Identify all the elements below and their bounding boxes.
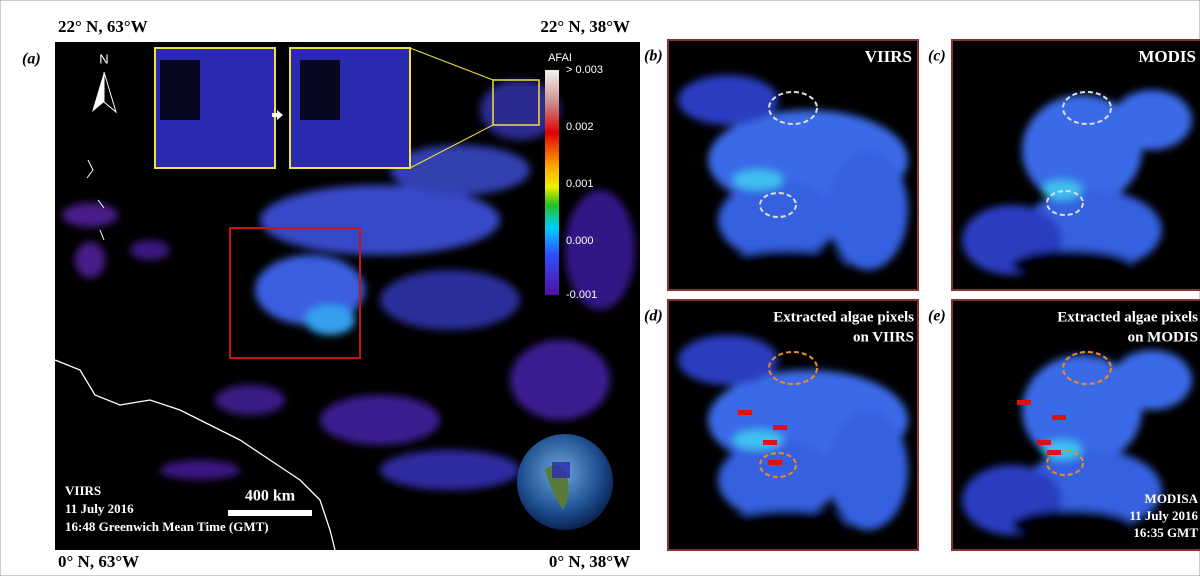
caption-line: 16:35 GMT xyxy=(1133,525,1198,540)
corner-label: 0° N, 38°W xyxy=(549,552,630,571)
algae-area xyxy=(1112,90,1192,150)
algae-area xyxy=(678,335,778,385)
algae-pixel xyxy=(1052,415,1066,420)
colorbar-label: 0.002 xyxy=(566,121,594,133)
cloud xyxy=(1012,250,1132,280)
algae-area xyxy=(718,440,838,520)
cloud xyxy=(728,250,848,280)
panel-label: (a) xyxy=(22,51,41,68)
colorbar-title: AFAI xyxy=(548,52,572,64)
panel-title: on VIIRS xyxy=(853,329,914,345)
caption-line: VIIRS xyxy=(65,483,101,498)
panel-title: Extracted algae pixels xyxy=(773,309,914,325)
algae-area xyxy=(718,180,838,260)
algae-area xyxy=(1042,180,1082,200)
panel-label: (d) xyxy=(644,308,663,325)
algae-area xyxy=(1112,350,1192,410)
algae-pixel xyxy=(773,425,787,430)
algae-area xyxy=(733,170,783,190)
algae-area xyxy=(828,150,908,270)
colorbar-label: -0.001 xyxy=(566,289,597,301)
colorbar-label: 0.000 xyxy=(566,235,594,247)
corner-label: 22° N, 38°W xyxy=(540,17,630,36)
panel-label: (b) xyxy=(644,48,663,65)
colorbar-label: 0.001 xyxy=(566,178,594,190)
panel-label: (e) xyxy=(928,308,946,325)
corner-label: 0° N, 63°W xyxy=(58,552,139,571)
colorbar xyxy=(545,70,559,295)
panel-title: VIIRS xyxy=(865,47,912,66)
page: {"panel_a": {"label": "(a)", "corners": … xyxy=(0,0,1200,576)
cloud xyxy=(1012,510,1132,540)
algae-area xyxy=(828,410,908,530)
caption-line: MODISA xyxy=(1145,491,1199,506)
scale-bar xyxy=(228,510,312,516)
figure: 22° N, 63°W 22° N, 38°W 0° N, 63°W 0° N,… xyxy=(0,0,1200,576)
algae-pixel xyxy=(1037,440,1051,445)
corner-label: 22° N, 63°W xyxy=(58,17,148,36)
globe-area xyxy=(552,462,570,478)
panel-title: on MODIS xyxy=(1128,329,1198,345)
panel-title: MODIS xyxy=(1138,47,1196,66)
cloud xyxy=(728,510,848,540)
algae-pixel xyxy=(768,460,782,465)
panel-label: (c) xyxy=(928,48,946,65)
caption-line: 16:48 Greenwich Mean Time (GMT) xyxy=(65,519,269,534)
algae-pixel xyxy=(1047,450,1061,455)
algae-pixel xyxy=(1017,400,1031,405)
algae-area xyxy=(678,75,778,125)
algae-pixel xyxy=(738,410,752,415)
caption-line: 11 July 2016 xyxy=(65,501,134,516)
caption-line: 11 July 2016 xyxy=(1129,508,1198,523)
north-label: N xyxy=(99,51,108,66)
panel-title: Extracted algae pixels xyxy=(1057,309,1198,325)
scale-label: 400 km xyxy=(245,488,296,505)
algae-pixel xyxy=(763,440,777,445)
colorbar-label: > 0.003 xyxy=(566,64,603,76)
